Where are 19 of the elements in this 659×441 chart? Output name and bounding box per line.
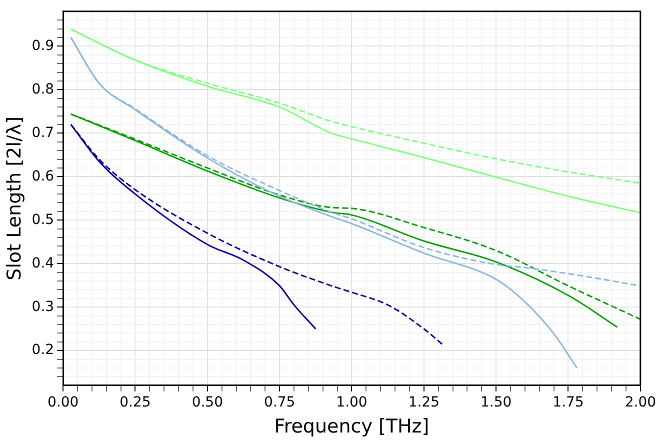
x-tick-label: 0.50 bbox=[192, 394, 223, 410]
y-tick-label: 0.8 bbox=[32, 81, 54, 98]
y-tick-label: 0.9 bbox=[32, 38, 54, 54]
y-axis-title: Slot Length [2l/λ] bbox=[3, 116, 26, 280]
x-tick-label: 1.75 bbox=[552, 394, 584, 410]
x-tick-label: 1.50 bbox=[480, 394, 512, 410]
y-tick-label: 0.4 bbox=[32, 255, 54, 272]
y-tick-label: 0.6 bbox=[32, 168, 54, 184]
y-tick-label: 0.3 bbox=[32, 298, 54, 315]
y-tick-label: 0.5 bbox=[32, 212, 54, 228]
x-tick-label: 1.00 bbox=[336, 394, 368, 410]
x-tick-label: 0.75 bbox=[264, 394, 296, 410]
x-tick-label: 2.00 bbox=[624, 394, 656, 410]
x-axis-title: Frequency [THz] bbox=[274, 416, 430, 438]
x-tick-label: 0.25 bbox=[120, 394, 151, 410]
x-tick-label: 0.00 bbox=[47, 394, 79, 410]
y-tick-label: 0.7 bbox=[32, 124, 54, 141]
y-tick-label: 0.2 bbox=[32, 342, 54, 358]
x-tick-label: 1.25 bbox=[408, 394, 440, 410]
